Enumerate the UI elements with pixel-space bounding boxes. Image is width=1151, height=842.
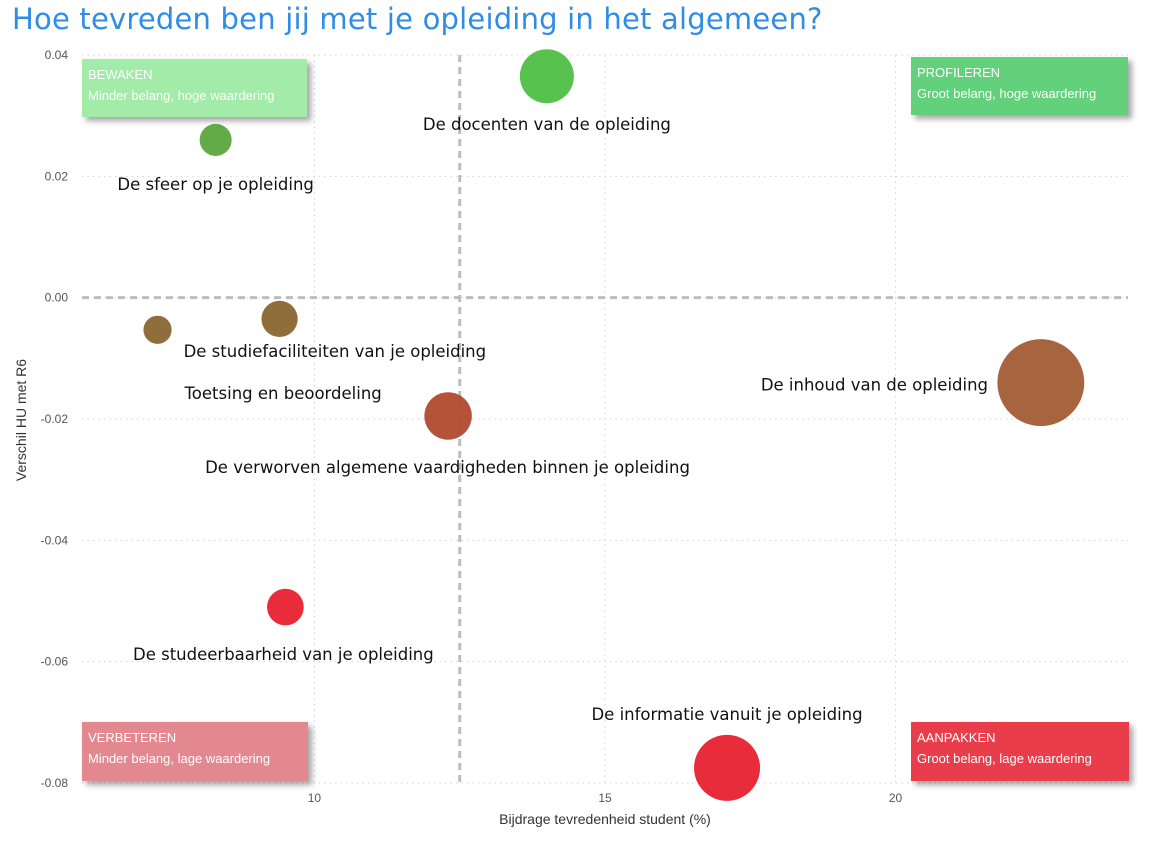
x-tick-label: 10 xyxy=(308,791,322,805)
y-tick-label: -0.02 xyxy=(41,412,69,426)
bubble-label: De sfeer op je opleiding xyxy=(117,175,314,194)
bubble-label: De studeerbaarheid van je opleiding xyxy=(133,645,434,664)
bubble-label: De inhoud van de opleiding xyxy=(761,376,988,395)
x-axis-title: Bijdrage tevredenheid student (%) xyxy=(499,811,711,827)
quadrant-box xyxy=(82,722,308,781)
quadrant-description: Groot belang, lage waardering xyxy=(917,751,1092,766)
y-axis-title: Verschil HU met R6 xyxy=(13,359,29,481)
bubble[interactable] xyxy=(694,734,761,801)
y-tick-label: 0.02 xyxy=(45,169,69,183)
quadrant-verbeteren: VERBETEREN Minder belang, lage waardering xyxy=(82,722,308,781)
quadrant-description: Groot belang, hoge waardering xyxy=(917,86,1096,101)
bubble[interactable] xyxy=(267,588,304,626)
bubble[interactable] xyxy=(199,123,232,156)
bubbles xyxy=(143,49,1085,801)
quadrant-description: Minder belang, hoge waardering xyxy=(88,88,274,103)
x-tick-label: 20 xyxy=(889,791,903,805)
tick-labels: 0.04 0.02 0.00 -0.02 -0.04 -0.06 -0.08 10 15 20 xyxy=(41,48,903,805)
quadrant-legends: BEWAKEN Minder belang, hoge waardering PRO… xyxy=(82,57,1129,781)
bubble[interactable] xyxy=(424,392,472,440)
quadrant-aanpakken: AANPAKKEN Groot belang, lage waardering xyxy=(911,722,1129,781)
quadrant-description: Minder belang, lage waardering xyxy=(88,751,270,766)
quadrant-bewaken: BEWAKEN Minder belang, hoge waardering xyxy=(82,59,307,117)
quadrant-title: PROFILEREN xyxy=(917,65,1000,80)
quadrant-title: VERBETEREN xyxy=(88,730,176,745)
y-tick-label: 0.00 xyxy=(45,291,69,305)
quadrant-box xyxy=(911,57,1128,115)
bubble-label: De informatie vanuit je opleiding xyxy=(591,705,862,724)
quadrant-box xyxy=(911,722,1129,781)
bubble[interactable] xyxy=(519,49,574,104)
bubble-label: De studiefaciliteiten van je opleiding xyxy=(184,342,487,361)
bubble-label: De verworven algemene vaardigheden binne… xyxy=(205,458,690,477)
gridlines xyxy=(82,54,1128,784)
bubble[interactable] xyxy=(261,300,298,338)
bubble-label: Toetsing en beoordeling xyxy=(184,384,382,403)
y-tick-label: -0.06 xyxy=(41,655,69,669)
bubble[interactable] xyxy=(997,339,1085,427)
y-tick-label: -0.04 xyxy=(41,533,69,547)
quadrant-title: AANPAKKEN xyxy=(917,730,996,745)
bubble[interactable] xyxy=(143,315,172,344)
y-tick-label: -0.08 xyxy=(41,776,69,790)
y-tick-label: 0.04 xyxy=(45,48,69,62)
page-title: Hoe tevreden ben jij met je opleiding in… xyxy=(12,2,823,36)
quadrant-box xyxy=(82,59,307,117)
bubble-labels: De docenten van de opleiding De sfeer op … xyxy=(117,115,988,724)
quadrant-title: BEWAKEN xyxy=(88,67,153,82)
quadrant-profileren: PROFILEREN Groot belang, hoge waardering xyxy=(911,57,1128,115)
x-tick-label: 15 xyxy=(598,791,612,805)
bubble-label: De docenten van de opleiding xyxy=(423,115,671,134)
